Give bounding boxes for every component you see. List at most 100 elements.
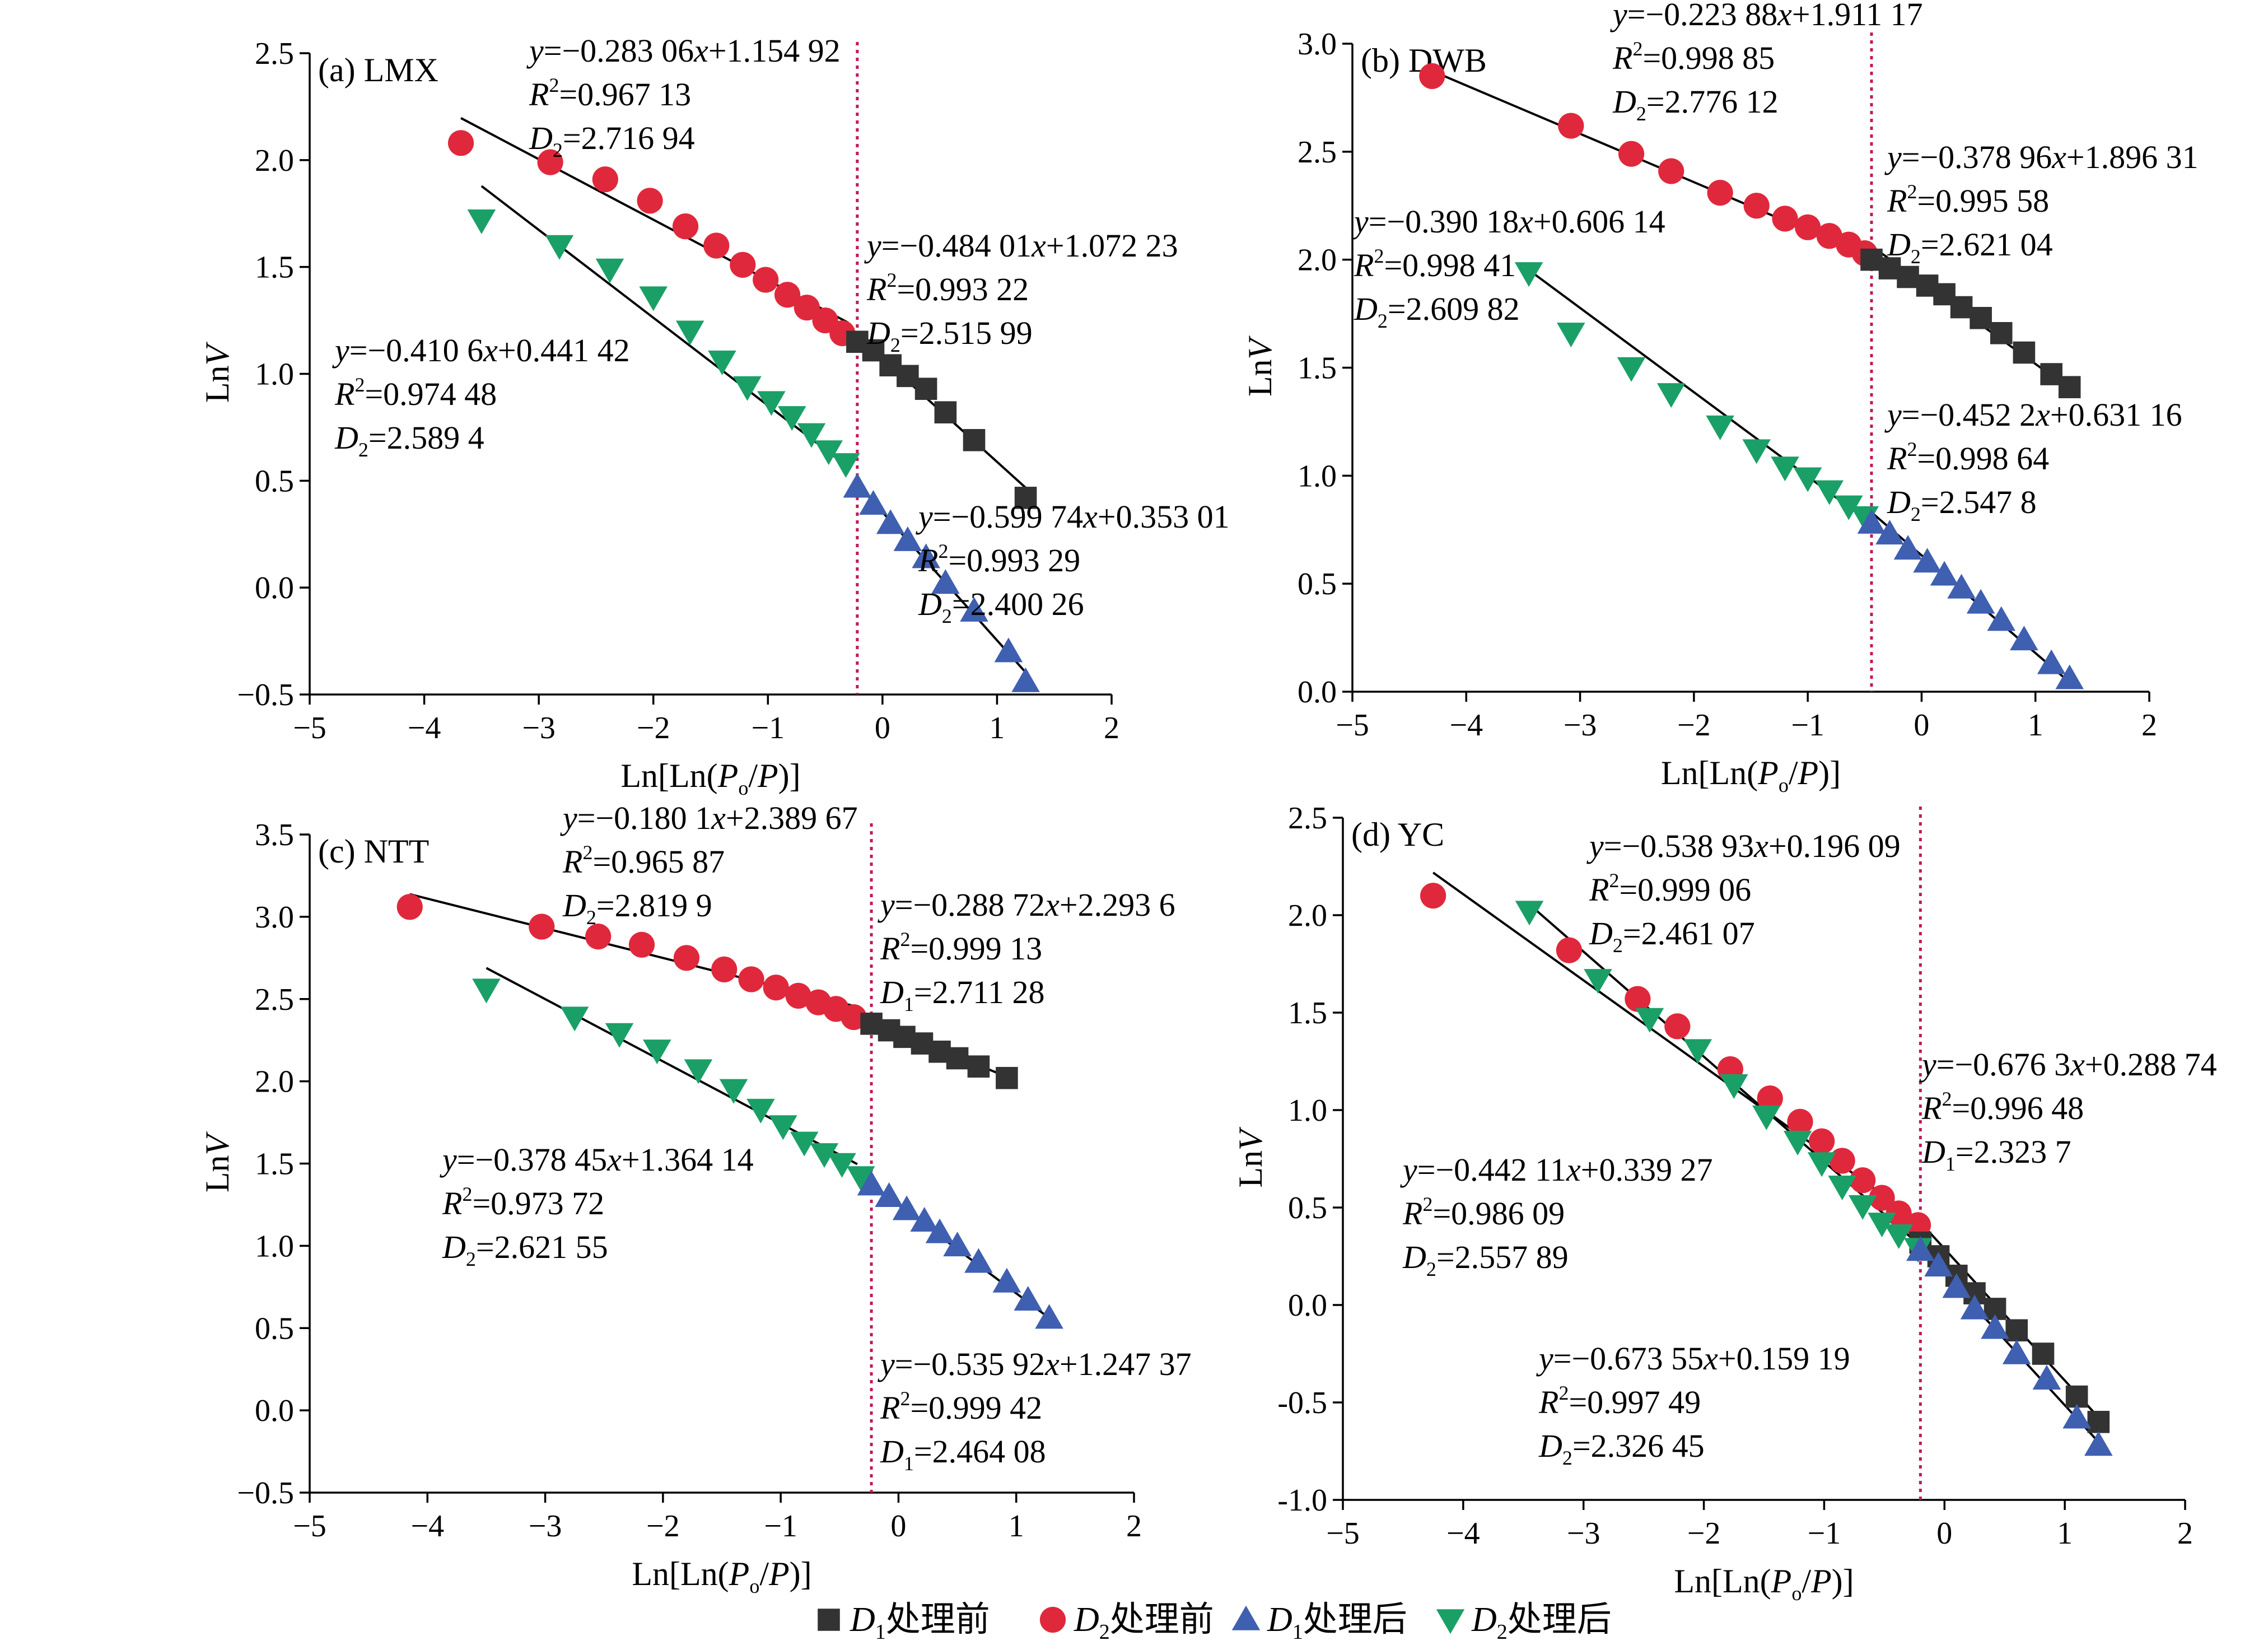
point-d1_before bbox=[963, 429, 986, 451]
y-tick-label: 3.5 bbox=[255, 818, 294, 852]
point-d2_before bbox=[1419, 63, 1445, 89]
point-d2_before bbox=[1420, 883, 1446, 909]
point-d2_after bbox=[1635, 1008, 1664, 1033]
point-d1_after bbox=[843, 473, 872, 498]
point-d2_after bbox=[1793, 467, 1822, 492]
fit-annotation: D2=2.547 8 bbox=[1887, 484, 2037, 525]
point-d2_after bbox=[605, 1023, 634, 1048]
x-tick-label: 0 bbox=[875, 711, 890, 745]
point-d2_after bbox=[733, 376, 762, 401]
fit-annotation: R2=0.999 13 bbox=[880, 928, 1042, 967]
fit-annotation: R2=0.997 49 bbox=[1538, 1382, 1701, 1420]
point-d2_after bbox=[1835, 495, 1863, 520]
point-d2_after bbox=[810, 1143, 839, 1168]
point-d2_after bbox=[467, 209, 496, 234]
point-d1_before bbox=[2087, 1411, 2110, 1433]
point-d2_before bbox=[763, 975, 789, 1001]
x-axis-title: Ln[Ln(Po/P)] bbox=[632, 1555, 811, 1597]
point-d2_before bbox=[703, 232, 730, 259]
y-tick-label: 0.5 bbox=[1288, 1191, 1327, 1225]
point-d2_before bbox=[753, 267, 779, 293]
fit-annotation: R2=0.998 85 bbox=[1612, 38, 1775, 76]
y-tick-label: 1.0 bbox=[1288, 1093, 1327, 1128]
point-d2_after bbox=[1783, 1130, 1812, 1155]
point-d1_before bbox=[2058, 376, 2081, 399]
point-d1_after bbox=[994, 637, 1023, 663]
fit-annotation: y=−0.223 88x+1.911 17 bbox=[1610, 0, 1922, 32]
y-tick-label: 1.0 bbox=[255, 357, 294, 392]
point-d2_before bbox=[738, 966, 764, 992]
y-tick-label: 2.5 bbox=[1288, 801, 1327, 836]
y-tick-label: 2.5 bbox=[255, 982, 294, 1017]
x-tick-label: 1 bbox=[1009, 1509, 1024, 1544]
y-tick-label: 0.0 bbox=[1288, 1288, 1327, 1323]
fit-annotation: D2=2.589 4 bbox=[334, 420, 484, 461]
point-d2_after bbox=[675, 320, 704, 346]
y-tick-label: 0.0 bbox=[1298, 675, 1337, 710]
fit-annotation: y=−0.283 06x+1.154 92 bbox=[526, 32, 841, 69]
point-d2_after bbox=[832, 453, 860, 478]
fit-annotation: y=−0.599 74x+0.353 01 bbox=[916, 498, 1230, 535]
fit-annotation: R2=0.965 87 bbox=[562, 841, 725, 880]
x-tick-label: −2 bbox=[637, 711, 670, 745]
x-tick-label: 1 bbox=[2057, 1516, 2073, 1551]
point-d1_after bbox=[892, 1195, 921, 1220]
point-d1_before bbox=[934, 401, 957, 423]
fit-annotation: R2=0.996 48 bbox=[1921, 1088, 2084, 1126]
point-d1_after bbox=[925, 1218, 954, 1243]
point-d2_before bbox=[1886, 1200, 1912, 1227]
point-d2_before bbox=[1625, 986, 1651, 1012]
fit-annotation: D1=2.323 7 bbox=[1921, 1134, 2071, 1175]
point-d2_after bbox=[828, 1153, 856, 1178]
point-d2_after bbox=[719, 1079, 748, 1104]
y-tick-label: 1.5 bbox=[255, 1147, 294, 1182]
point-d1_after bbox=[2055, 664, 2084, 689]
legend-item-d2_before: D2处理前 bbox=[1039, 1601, 1214, 1644]
legend-label: D2处理前 bbox=[1074, 1601, 1214, 1644]
y-tick-label: −0.5 bbox=[237, 1476, 294, 1511]
fit-annotation: y=−0.288 72x+2.293 6 bbox=[878, 887, 1175, 923]
fit-annotation: D2=2.461 07 bbox=[1589, 915, 1755, 957]
x-tick-label: −3 bbox=[529, 1509, 562, 1544]
point-d2_after bbox=[1742, 439, 1771, 464]
x-tick-label: 2 bbox=[2177, 1516, 2193, 1551]
fit-annotation: R2=0.974 48 bbox=[334, 374, 497, 412]
fit-annotation: D2=2.557 89 bbox=[1402, 1239, 1569, 1280]
panel-label: (d) YC bbox=[1351, 816, 1444, 853]
y-tick-label: 2.0 bbox=[1298, 243, 1337, 278]
x-tick-label: −2 bbox=[646, 1509, 680, 1544]
point-d1_before bbox=[1014, 487, 1037, 509]
point-d2_before bbox=[1829, 1148, 1855, 1174]
legend-label: D1处理前 bbox=[850, 1601, 990, 1644]
fit-annotation: y=−0.452 2x+0.631 16 bbox=[1884, 397, 2182, 433]
point-d2_before bbox=[592, 166, 618, 193]
legend-item-d1_before: D1处理前 bbox=[818, 1601, 990, 1644]
point-d2_before bbox=[585, 924, 612, 950]
point-d2_after bbox=[1815, 480, 1844, 505]
fit-annotation: y=−0.410 6x+0.441 42 bbox=[332, 332, 630, 369]
point-d1_after bbox=[1011, 667, 1040, 692]
fit-annotation: R2=0.986 09 bbox=[1402, 1193, 1565, 1232]
point-d2_after bbox=[643, 1040, 671, 1065]
chart-panel-1: −5 −4 −3 −2 −1 0 1 2 −0.5 0.0 0.5 1.0 1.5 2.0 2.5 Ln[Ln… bbox=[199, 32, 1230, 799]
fit-annotation: R2=0.967 13 bbox=[529, 74, 691, 113]
y-axis-title: LnV bbox=[199, 342, 236, 403]
point-d2_after bbox=[1807, 1152, 1836, 1177]
fit-annotation: D2=2.716 94 bbox=[529, 120, 695, 161]
x-tick-label: 1 bbox=[989, 711, 1005, 745]
point-d1_after bbox=[2002, 1339, 2031, 1364]
point-d2_before bbox=[1618, 141, 1645, 167]
fit-annotation: D2=2.400 26 bbox=[918, 586, 1084, 627]
fit-annotation: y=−0.535 92x+1.247 37 bbox=[878, 1346, 1192, 1382]
point-d1_before bbox=[946, 1047, 969, 1070]
point-d2_before bbox=[1664, 1013, 1691, 1040]
point-d1_before bbox=[1950, 296, 1973, 319]
fit-annotation: D2=2.776 12 bbox=[1612, 83, 1779, 125]
y-tick-label: 2.0 bbox=[1288, 898, 1327, 933]
point-d1_after bbox=[1035, 1304, 1063, 1329]
fit-annotation: R2=0.998 64 bbox=[1887, 438, 2049, 477]
point-d1_after bbox=[1913, 548, 1942, 573]
fit-annotation: D2=2.515 99 bbox=[866, 315, 1033, 356]
point-d1_after bbox=[859, 490, 888, 515]
x-tick-label: 1 bbox=[2028, 708, 2043, 743]
